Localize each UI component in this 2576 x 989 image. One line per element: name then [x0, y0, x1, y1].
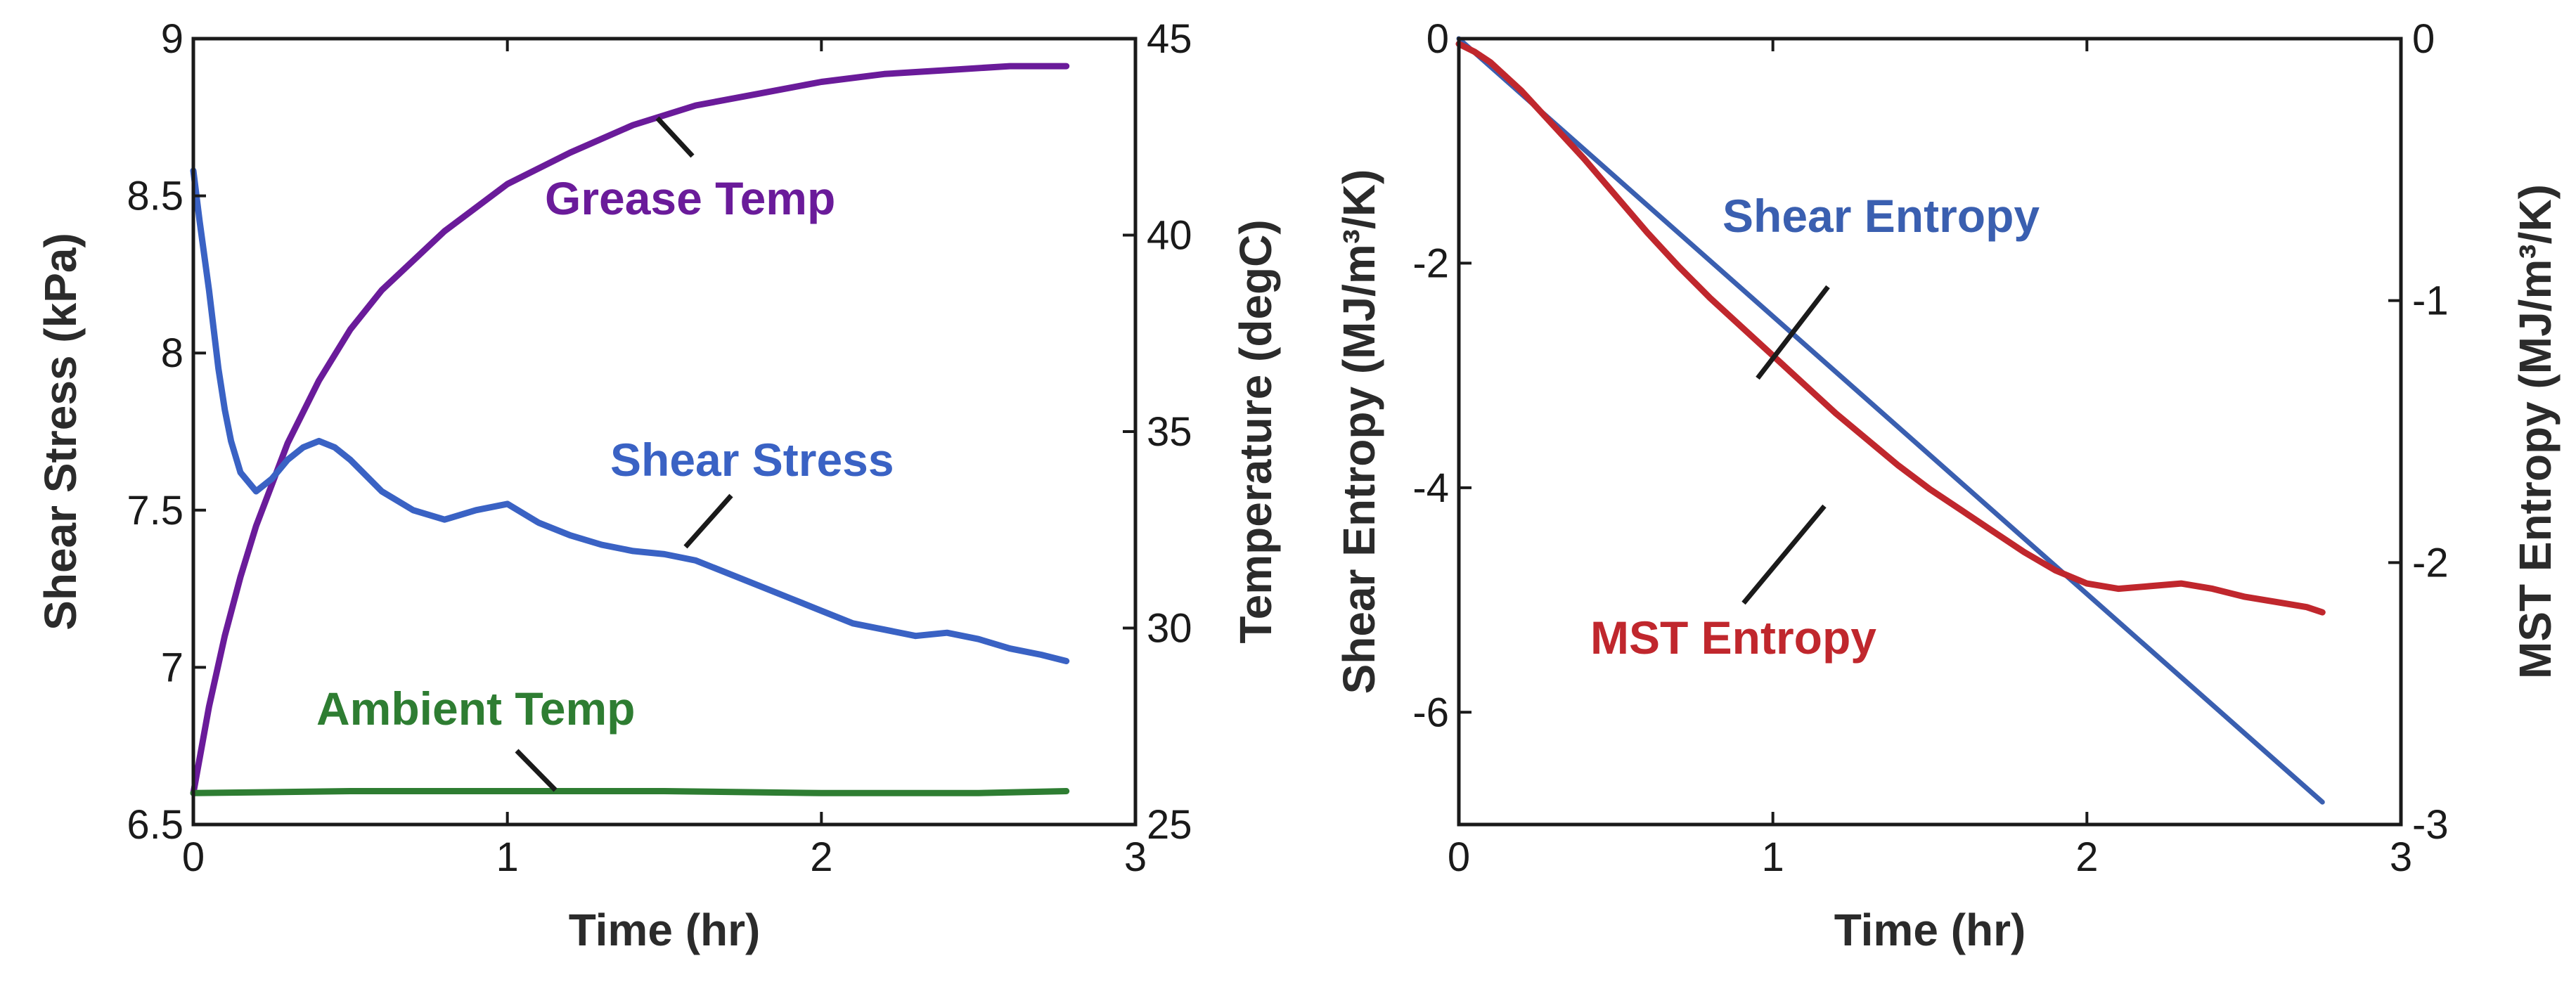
y2-tick-label: 30 [1147, 606, 1192, 652]
y-tick-label: -4 [1412, 465, 1449, 511]
left-y-axis-label: Shear Stress (kPa) [35, 233, 86, 631]
mst-entropy-label: MST Entropy [1590, 612, 1876, 664]
shear-entropy-leader [1756, 285, 1830, 380]
right-panel: 0 1 2 3 0 -2 -4 -6 0 -1 -2 -3 Shear Entropy MST Ent… [1334, 16, 2561, 955]
left-annotation-leaders [515, 116, 733, 792]
y2-tick-label: 45 [1147, 16, 1192, 62]
right-x-axis-label: Time (hr) [1834, 905, 2026, 955]
shear-stress-leader [683, 493, 733, 549]
left-panel: 0 1 2 3 6.5 7 7.5 8 8.5 9 25 30 35 40 45 Grease Temp S… [35, 16, 1281, 955]
ambient-temp-line [190, 788, 1070, 796]
grease-temp-line [190, 63, 1070, 796]
right-series-lines [1455, 36, 2326, 805]
mst-entropy-leader [1741, 504, 1827, 605]
y-tick-label: 0 [1427, 16, 1449, 62]
shear-entropy-label: Shear Entropy [1722, 190, 2040, 242]
y-tick-label: 8.5 [127, 174, 183, 219]
y2-tick-label: 25 [1147, 802, 1192, 848]
y-tick-label: 9 [161, 16, 183, 62]
y2-tick-label: 40 [1147, 213, 1192, 259]
left-ticks: 0 1 2 3 6.5 7 7.5 8 8.5 9 25 30 35 40 45 [127, 16, 1192, 880]
y-tick-label: 7.5 [127, 488, 183, 534]
right-plot-frame [1457, 37, 2403, 827]
ambient-temp-label: Ambient Temp [316, 683, 635, 735]
x-tick-label: 1 [496, 834, 519, 880]
right-y2-axis-label: MST Entropy (MJ/m³/K) [2510, 184, 2561, 679]
x-tick-label: 1 [1762, 834, 1784, 880]
x-tick-label: 0 [182, 834, 205, 880]
y-tick-label: 6.5 [127, 802, 183, 848]
y2-tick-label: 0 [2412, 16, 2435, 62]
y-tick-label: 7 [161, 645, 183, 690]
y-tick-label: -6 [1412, 690, 1449, 735]
shear-stress-line [190, 167, 1070, 664]
left-x-axis-label: Time (hr) [569, 905, 761, 955]
x-tick-label: 3 [1124, 834, 1147, 880]
grease-temp-leader [655, 116, 695, 158]
y2-tick-label: -3 [2412, 802, 2449, 848]
shear-entropy-line [1456, 36, 2325, 805]
x-tick-label: 2 [810, 834, 832, 880]
y2-tick-label: -2 [2412, 540, 2449, 586]
y2-tick-label: 35 [1147, 409, 1192, 455]
y2-tick-label: -1 [2412, 278, 2449, 324]
y-tick-label: -2 [1412, 240, 1449, 286]
left-y2-axis-label: Temperature (degC) [1230, 219, 1281, 643]
x-tick-label: 0 [1448, 834, 1470, 880]
right-annotation-leaders [1741, 285, 1830, 605]
right-y-axis-label: Shear Entropy (MJ/m³/K) [1334, 169, 1384, 694]
x-tick-label: 3 [2390, 834, 2412, 880]
grease-temp-label: Grease Temp [545, 172, 835, 224]
left-series-lines [190, 63, 1070, 796]
shear-stress-label: Shear Stress [610, 434, 894, 486]
mst-entropy-line [1455, 41, 2326, 616]
y-tick-label: 8 [161, 330, 183, 376]
x-tick-label: 2 [2075, 834, 2098, 880]
ambient-temp-leader [515, 749, 558, 792]
right-ticks: 0 1 2 3 0 -2 -4 -6 0 -1 -2 -3 [1412, 16, 2448, 880]
